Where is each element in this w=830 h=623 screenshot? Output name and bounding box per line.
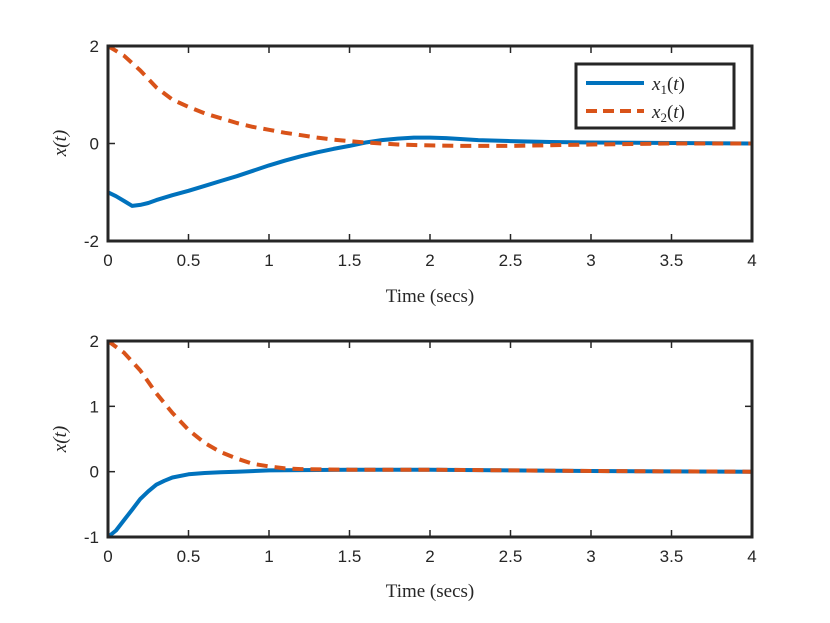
x-tick-label: 3.5 xyxy=(660,547,684,566)
x-tick-label: 3 xyxy=(586,251,595,270)
top-axes-box xyxy=(106,44,754,243)
x-tick-label: 0.5 xyxy=(177,547,201,566)
x-tick-label: 2.5 xyxy=(499,251,523,270)
y-tick-label: -2 xyxy=(84,232,99,251)
x-tick-label: 4 xyxy=(747,547,756,566)
series-line-x1t xyxy=(106,467,753,539)
top-subplot: 0 0.5 1 1.5 2 2.5 3 3.5 4-202 Time (secs) x(t) x… xyxy=(50,37,757,307)
x-tick-label: 0.5 xyxy=(177,251,201,270)
bottom-axes-box xyxy=(106,339,754,539)
y-tick-label: -1 xyxy=(84,528,99,547)
x-tick-label: 1.5 xyxy=(338,547,362,566)
y-tick-label: 0 xyxy=(90,463,99,482)
top-series xyxy=(106,44,753,208)
bottom-series xyxy=(106,339,753,539)
x-tick-label: 4 xyxy=(747,251,756,270)
y-tick-label: 0 xyxy=(90,135,99,154)
y-tick-label: 2 xyxy=(90,332,99,351)
bottom-plot-area xyxy=(108,341,752,537)
x-tick-label: 3.5 xyxy=(660,251,684,270)
legend-label-x2: x2(t) xyxy=(651,102,685,125)
y-tick-label: 1 xyxy=(90,397,99,416)
bottom-y-axis-label: x(t) xyxy=(50,426,71,453)
series-line-x2t xyxy=(106,44,752,148)
top-y-axis-label: x(t) xyxy=(50,130,71,157)
bottom-x-axis-label: Time (secs) xyxy=(386,581,475,602)
x-tick-label: 2 xyxy=(425,547,434,566)
legend: x1(t) x2(t) xyxy=(574,62,736,130)
x-tick-label: 1 xyxy=(264,251,273,270)
x-tick-label: 1.5 xyxy=(338,251,362,270)
x-tick-label: 0 xyxy=(103,547,112,566)
x-tick-label: 2.5 xyxy=(499,547,523,566)
legend-label-x1: x1(t) xyxy=(651,74,685,97)
top-tick-labels: 0 0.5 1 1.5 2 2.5 3 3.5 4-202 xyxy=(84,37,757,270)
series-line-x2t xyxy=(106,339,753,474)
y-tick-label: 2 xyxy=(90,37,99,56)
series-line-x1t xyxy=(107,135,753,208)
top-x-axis-label: Time (secs) xyxy=(386,286,475,307)
legend-box xyxy=(574,62,736,130)
x-tick-label: 0 xyxy=(103,251,112,270)
x-tick-label: 3 xyxy=(586,547,595,566)
x-tick-label: 1 xyxy=(264,547,273,566)
x-tick-label: 2 xyxy=(425,251,434,270)
